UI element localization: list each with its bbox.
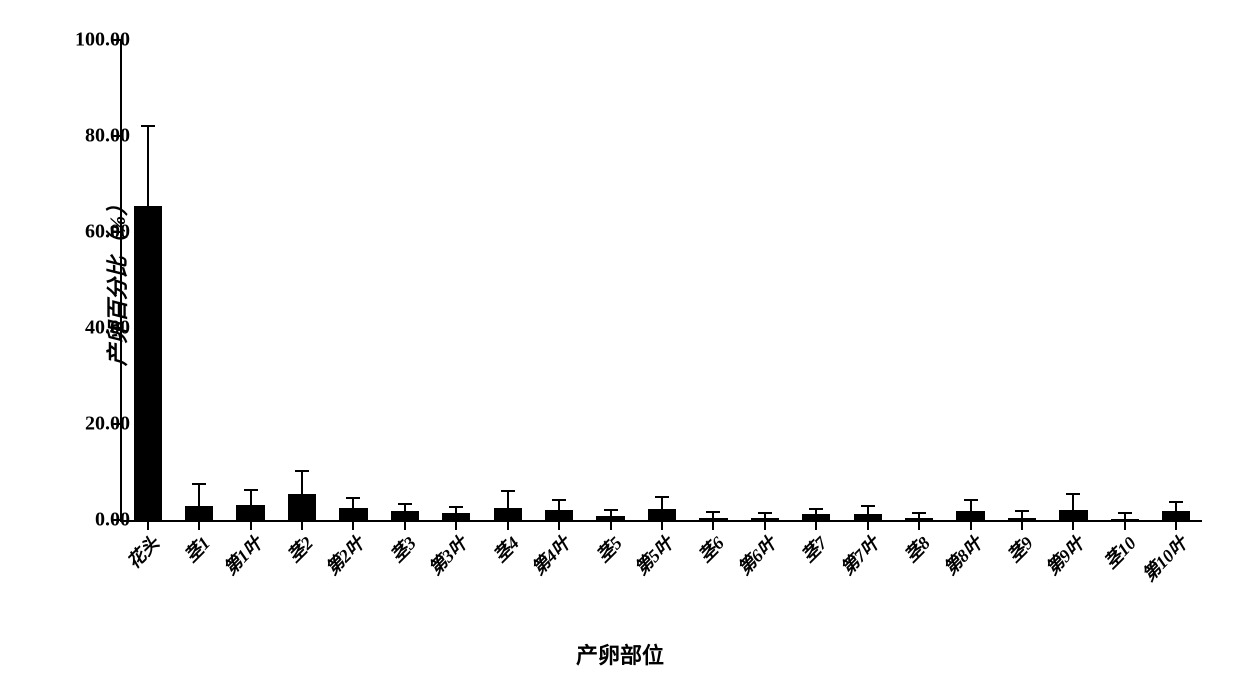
y-tick-label: 80.00 (60, 125, 130, 148)
error-bar (507, 491, 509, 508)
y-tick-label: 40.00 (60, 317, 130, 340)
x-tick (764, 520, 766, 530)
error-cap (244, 489, 258, 491)
error-cap (809, 508, 823, 510)
error-bar (1072, 494, 1074, 511)
error-cap (552, 499, 566, 501)
bar (288, 494, 316, 520)
x-tick (867, 520, 869, 530)
x-tick (918, 520, 920, 530)
error-cap (295, 470, 309, 472)
x-axis-title: 产卵部位 (576, 638, 664, 670)
bar (956, 511, 984, 520)
x-tick (198, 520, 200, 530)
error-cap (604, 509, 618, 511)
x-tick (970, 520, 972, 530)
x-tick (455, 520, 457, 530)
plot-area (120, 40, 1202, 522)
x-tick (1124, 520, 1126, 530)
bar (1059, 510, 1087, 520)
error-cap (912, 512, 926, 514)
y-tick-label: 0.00 (60, 509, 130, 532)
x-tick (404, 520, 406, 530)
x-tick (1072, 520, 1074, 530)
bar (185, 506, 213, 520)
x-tick (1175, 520, 1177, 530)
x-tick (301, 520, 303, 530)
y-tick-label: 60.00 (60, 221, 130, 244)
error-bar (1021, 511, 1023, 518)
chart-container: 产卵百分比（%） 产卵部位 0.0020.0040.0060.0080.0010… (20, 20, 1220, 680)
error-cap (655, 496, 669, 498)
y-tick-label: 100.00 (60, 29, 130, 52)
error-bar (404, 504, 406, 511)
error-cap (706, 511, 720, 513)
bar (648, 509, 676, 520)
error-cap (449, 506, 463, 508)
bar (391, 511, 419, 520)
bar (442, 513, 470, 520)
error-bar (1175, 502, 1177, 512)
x-tick (610, 520, 612, 530)
x-tick (558, 520, 560, 530)
error-cap (398, 503, 412, 505)
error-cap (141, 125, 155, 127)
error-cap (964, 499, 978, 501)
error-bar (301, 471, 303, 494)
error-cap (1169, 501, 1183, 503)
bar (494, 508, 522, 520)
error-cap (1066, 493, 1080, 495)
x-tick (712, 520, 714, 530)
error-bar (352, 498, 354, 508)
bar (545, 510, 573, 520)
error-bar (250, 490, 252, 504)
bar (134, 206, 162, 520)
bar (1162, 511, 1190, 520)
x-tick (250, 520, 252, 530)
error-bar (198, 484, 200, 506)
y-tick-label: 20.00 (60, 413, 130, 436)
x-tick (352, 520, 354, 530)
x-tick (661, 520, 663, 530)
bar (339, 508, 367, 520)
error-bar (867, 506, 869, 515)
error-cap (1118, 512, 1132, 514)
error-bar (558, 500, 560, 511)
x-tick (507, 520, 509, 530)
error-bar (661, 497, 663, 509)
error-cap (501, 490, 515, 492)
error-bar (970, 500, 972, 511)
error-cap (1015, 510, 1029, 512)
bar (236, 505, 264, 520)
error-cap (758, 512, 772, 514)
error-bar (147, 126, 149, 205)
error-cap (346, 497, 360, 499)
error-cap (192, 483, 206, 485)
x-tick (815, 520, 817, 530)
error-cap (861, 505, 875, 507)
x-tick (147, 520, 149, 530)
x-tick (1021, 520, 1023, 530)
